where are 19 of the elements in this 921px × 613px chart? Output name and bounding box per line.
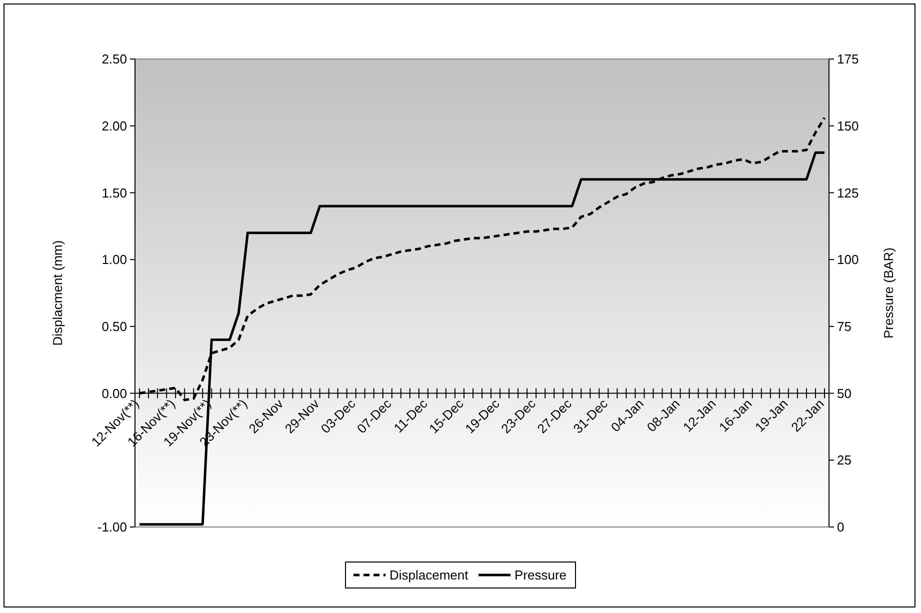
- y2-tick-label: 150: [837, 118, 859, 134]
- y-tick-label: 0.00: [102, 386, 127, 401]
- y2-tick-label: 50: [837, 386, 852, 401]
- y2-tick-label: 75: [837, 318, 852, 334]
- y2-tick-label: 25: [837, 452, 852, 468]
- y2-tick-label: 0: [837, 520, 844, 535]
- y-tick-label: 0.50: [102, 318, 127, 334]
- y2-tick-label: 175: [837, 52, 859, 67]
- y-tick-label: 2.50: [102, 52, 127, 67]
- legend-label: Displacement: [390, 568, 469, 583]
- y-tick-label: 1.00: [102, 252, 127, 268]
- y2-axis-title: Pressure (BAR): [881, 247, 896, 339]
- y-tick-label: 2.00: [102, 118, 127, 134]
- legend-label: Pressure: [514, 568, 567, 583]
- y2-tick-label: 125: [837, 185, 859, 200]
- y-axis-title: Displacment (mm): [50, 240, 65, 346]
- y-tick-label: -1.00: [97, 520, 127, 535]
- y2-tick-label: 100: [837, 252, 859, 268]
- y-tick-label: 1.50: [102, 185, 127, 200]
